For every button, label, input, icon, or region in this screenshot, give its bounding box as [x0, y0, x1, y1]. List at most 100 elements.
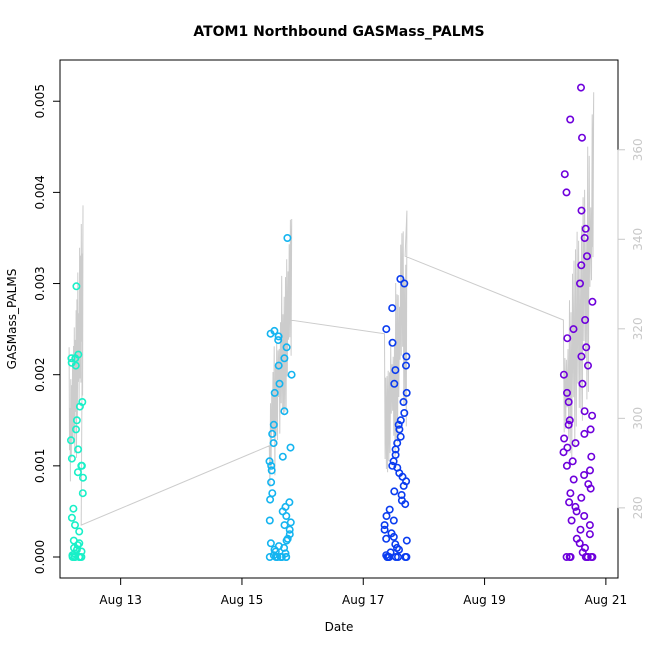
- secondary-y-axis: 280 300 320 340 360: [617, 138, 645, 519]
- data-point: [267, 466, 276, 475]
- data-point: [274, 332, 283, 341]
- data-point: [274, 336, 283, 345]
- data-points: [67, 83, 597, 561]
- data-point: [393, 552, 402, 561]
- data-point: [396, 274, 405, 283]
- data-point: [562, 388, 571, 397]
- data-point: [266, 539, 275, 548]
- data-point: [280, 407, 289, 416]
- series-group: [67, 282, 88, 561]
- data-point: [396, 432, 405, 441]
- secondary-tick-label: 360: [631, 138, 645, 161]
- y-tick-label: 0.002: [33, 358, 47, 392]
- data-point: [567, 516, 576, 525]
- data-point: [568, 457, 577, 466]
- data-point: [274, 361, 283, 370]
- x-tick-label: Aug 13: [99, 593, 142, 607]
- data-point: [566, 489, 575, 498]
- y-tick-label: 0.004: [33, 175, 47, 209]
- data-point: [71, 521, 80, 530]
- data-point: [390, 379, 399, 388]
- data-point: [388, 304, 397, 313]
- data-point: [569, 475, 578, 484]
- data-point: [564, 420, 573, 429]
- series-group: [265, 234, 296, 561]
- data-point: [380, 525, 389, 534]
- data-point: [581, 224, 590, 233]
- data-point: [78, 489, 87, 498]
- data-point: [560, 434, 569, 443]
- data-point: [576, 83, 585, 92]
- data-point: [401, 552, 410, 561]
- data-point: [566, 552, 575, 561]
- x-axis: Aug 13 Aug 15 Aug 17 Aug 19 Aug 21: [99, 577, 627, 607]
- y-tick-label: 0.000: [33, 540, 47, 574]
- data-point: [67, 436, 76, 445]
- data-point: [562, 188, 571, 197]
- data-point: [560, 170, 569, 179]
- data-point: [402, 388, 411, 397]
- data-point: [582, 343, 591, 352]
- data-point: [397, 490, 406, 499]
- secondary-tick-label: 320: [631, 317, 645, 340]
- data-point: [265, 516, 274, 525]
- data-point: [268, 429, 277, 438]
- data-point: [72, 416, 81, 425]
- data-point: [67, 354, 76, 363]
- secondary-tick-label: 340: [631, 228, 645, 251]
- data-point: [569, 325, 578, 334]
- data-point: [72, 282, 81, 291]
- data-point: [580, 407, 589, 416]
- data-point: [285, 525, 294, 534]
- data-point: [577, 206, 586, 215]
- data-point: [565, 416, 574, 425]
- data-point: [566, 115, 575, 124]
- data-point: [283, 234, 292, 243]
- data-point: [585, 530, 594, 539]
- data-point: [77, 461, 86, 470]
- data-point: [580, 470, 589, 479]
- data-point: [571, 439, 580, 448]
- data-point: [562, 552, 571, 561]
- data-point: [386, 548, 395, 557]
- data-point: [380, 521, 389, 530]
- data-point: [577, 493, 586, 502]
- data-point: [396, 416, 405, 425]
- data-point: [280, 354, 289, 363]
- data-point: [580, 429, 589, 438]
- data-point: [275, 379, 284, 388]
- y-tick-label: 0.001: [33, 449, 47, 483]
- data-point: [584, 480, 593, 489]
- data-point: [565, 498, 574, 507]
- data-point: [395, 425, 404, 434]
- data-point: [402, 536, 411, 545]
- data-point: [578, 379, 587, 388]
- y-axis-label: GASMass_PALMS: [5, 269, 19, 370]
- secondary-tick-label: 280: [631, 496, 645, 519]
- data-point: [278, 452, 287, 461]
- data-point: [382, 511, 391, 520]
- data-point: [571, 502, 580, 511]
- data-point: [391, 450, 400, 459]
- data-point: [401, 361, 410, 370]
- data-point: [67, 513, 76, 522]
- x-tick-label: Aug 15: [221, 593, 264, 607]
- data-point: [390, 487, 399, 496]
- series-group: [559, 83, 597, 561]
- data-point: [281, 502, 290, 511]
- data-point: [287, 370, 296, 379]
- data-point: [397, 496, 406, 505]
- data-point: [588, 411, 597, 420]
- data-point: [73, 541, 82, 550]
- data-point: [391, 366, 400, 375]
- data-point: [269, 420, 278, 429]
- data-point: [572, 534, 581, 543]
- data-point: [265, 457, 274, 466]
- data-point: [69, 504, 78, 513]
- data-point: [69, 536, 78, 545]
- data-point: [285, 530, 294, 539]
- data-point: [580, 543, 589, 552]
- data-point: [280, 521, 289, 530]
- data-point: [402, 352, 411, 361]
- data-point: [270, 388, 279, 397]
